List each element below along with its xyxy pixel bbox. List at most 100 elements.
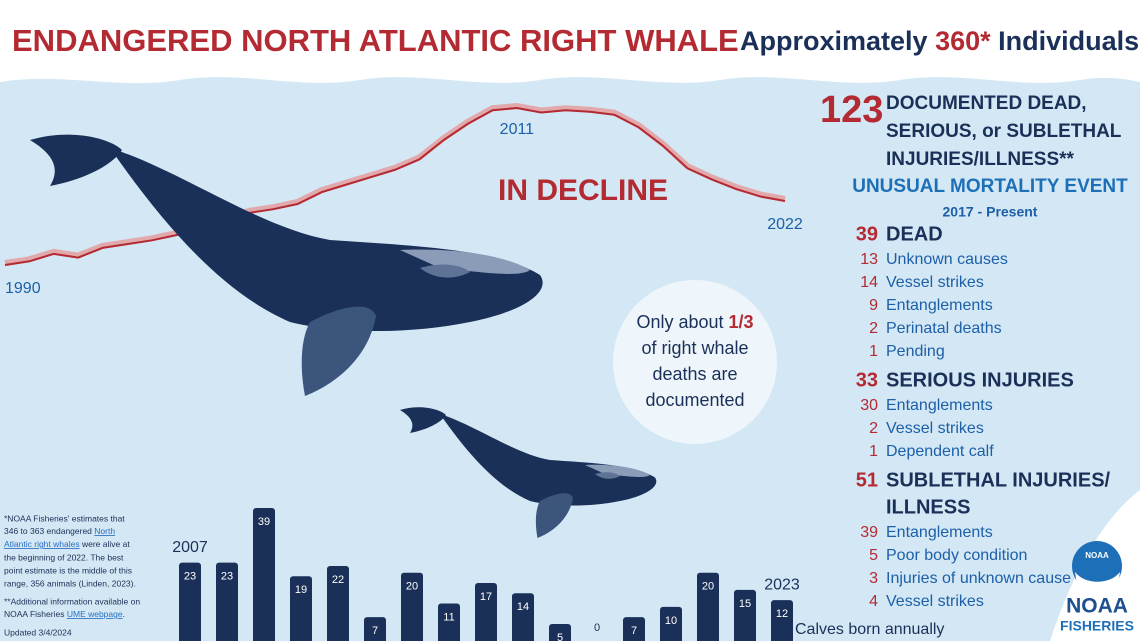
bar (290, 576, 312, 641)
item-label: Unknown causes (886, 251, 1008, 268)
chart-title: Calves born annually (795, 621, 944, 638)
mortality-panel: 123 DOCUMENTED DEAD,SERIOUS, or SUBLETHAL… (820, 89, 1128, 610)
note: 346 to 363 endangered North (4, 526, 115, 536)
note-link[interactable]: North (94, 526, 115, 536)
bar-value: 12 (776, 608, 788, 620)
item-count: 2 (869, 420, 878, 437)
bar-value: 20 (702, 581, 714, 593)
bar (623, 617, 645, 641)
note: 346 to 363 endangered (4, 526, 92, 536)
group-label: SUBLETHAL INJURIES/ (886, 469, 1111, 491)
decline-label: IN DECLINE (498, 174, 668, 207)
bar-value: 15 (739, 598, 751, 610)
group-label: ILLNESS (886, 496, 970, 518)
bar-value: 23 (184, 570, 196, 582)
item-label: Entanglements (886, 397, 993, 414)
notes: *NOAA Fisheries' estimates that 346 to 3… (4, 513, 140, 637)
population-line: 1990 2011 2022 (4, 102, 803, 297)
group-label: SERIOUS INJURIES (886, 369, 1074, 391)
item-label: Vessel strikes (886, 274, 984, 291)
bar (660, 606, 682, 641)
line-shadow (4, 102, 786, 266)
bar-value: 19 (295, 584, 307, 596)
bar (697, 572, 719, 641)
total: 123 (820, 89, 883, 131)
group-count: 51 (856, 469, 878, 491)
bar-value: 7 (631, 625, 637, 637)
bubble-fraction: 1/3 (729, 312, 754, 332)
event: UNUSUAL MORTALITY EVENT (852, 176, 1128, 197)
logo-badge (1072, 541, 1122, 591)
note: the beginning of 2022. The best (4, 552, 124, 562)
item-label: Vessel strikes (886, 420, 984, 437)
item-count: 13 (860, 251, 878, 268)
pop-count: 360* (935, 26, 991, 56)
item-label: Entanglements (886, 524, 993, 541)
item-label: Poor body condition (886, 547, 1027, 564)
item-label: Pending (886, 343, 945, 360)
bar-value: 10 (665, 615, 677, 627)
note-link[interactable]: UME webpage (67, 609, 123, 619)
bar-value: 20 (406, 581, 418, 593)
item-label: Perinatal deaths (886, 320, 1002, 337)
sea (0, 77, 1140, 641)
bar-value: 39 (258, 516, 270, 528)
bubble (613, 280, 777, 444)
item-count: 14 (860, 274, 878, 291)
note: were alive at (81, 539, 130, 549)
year-label: 2007 (172, 539, 208, 556)
bar-value: 23 (221, 570, 233, 582)
item-count: 1 (869, 343, 878, 360)
bar (771, 600, 793, 641)
bar (216, 562, 238, 641)
period: 2017 - Present (943, 204, 1038, 220)
note: Updated 3/4/2024 (4, 627, 72, 637)
bar (327, 565, 349, 641)
year-label: 1990 (5, 280, 41, 297)
bar-value: 0 (594, 622, 600, 634)
note: point estimate is the middle of this (4, 565, 132, 575)
bar (475, 583, 497, 641)
bar-value: 14 (517, 601, 529, 613)
item-label: Entanglements (886, 297, 993, 314)
title: ENDANGERED NORTH ATLANTIC RIGHT WHALE (12, 23, 739, 58)
logo-wave (1075, 572, 1120, 593)
bar (734, 589, 756, 641)
note: **Additional information available on (4, 596, 140, 606)
note-link[interactable]: Atlantic right whales (4, 539, 80, 549)
year-label: 2022 (767, 216, 803, 233)
population-line (4, 106, 786, 266)
bubble-line: of right whale (641, 338, 748, 358)
bar-value: 22 (332, 574, 344, 586)
year-label: 2023 (764, 576, 800, 593)
item-count: 30 (860, 397, 878, 414)
year-label: 2011 (500, 121, 535, 138)
bar-value: 5 (557, 632, 563, 641)
bubble-line: documented (645, 390, 744, 410)
note: Atlantic right whales were alive at (4, 539, 130, 549)
bar (549, 623, 571, 641)
pop-post: Individuals (998, 26, 1139, 56)
population: Approximately 360* Individuals (740, 26, 1139, 56)
bar (253, 508, 275, 641)
bar (438, 603, 460, 641)
item-count: 2 (869, 320, 878, 337)
note: range, 356 animals (Linden, 2023). (4, 578, 136, 588)
headline: SERIOUS, or SUBLETHAL (886, 121, 1122, 142)
group-count: 39 (856, 223, 878, 245)
item-count: 39 (860, 524, 878, 541)
note: NOAA Fisheries UME webpage. (4, 609, 125, 619)
bubble-text: Only about 1/3 (636, 312, 753, 332)
group-label: DEAD (886, 223, 943, 245)
bubble-pre: Only about (636, 312, 723, 332)
logo-sub: FISHERIES (1060, 618, 1134, 634)
logo-name: NOAA (1066, 595, 1128, 618)
bubble-line: deaths are (652, 364, 737, 384)
item-count: 4 (869, 593, 878, 610)
group-count: 33 (856, 369, 878, 391)
note: . (123, 609, 125, 619)
item-count: 3 (869, 570, 878, 587)
item-label: Dependent calf (886, 443, 994, 460)
pop-pre: Approximately (740, 26, 928, 56)
